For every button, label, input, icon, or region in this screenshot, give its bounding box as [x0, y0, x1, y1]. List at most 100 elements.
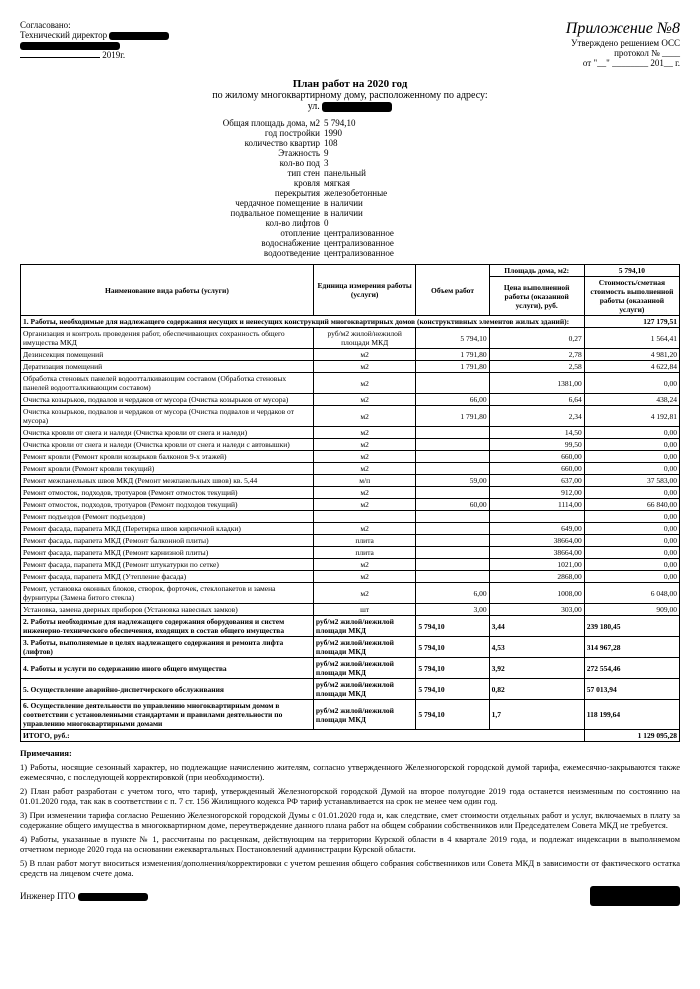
prop-val: централизованное [324, 248, 394, 258]
prop-val: железобетонные [324, 188, 387, 198]
cell: плита [313, 547, 416, 559]
area-val: 5 794,10 [584, 265, 679, 277]
cell: Очистка кровли от снега и наледи (Очистк… [21, 427, 314, 439]
prop-label: тип стен [20, 168, 324, 178]
cell: м/п [313, 475, 416, 487]
cell: 5 794,10 [416, 658, 489, 679]
cell: 1,7 [489, 700, 584, 730]
prop-val: 1990 [324, 128, 342, 138]
cell: 3,00 [416, 604, 489, 616]
cell: 0,00 [584, 511, 679, 523]
date-line: от "__" ________ 201__ г. [480, 58, 680, 68]
note: 4) Работы, указанные в пункте № 1, рассч… [20, 834, 680, 854]
cell: Ремонт фасада, парапета МКД (Перетирка ш… [21, 523, 314, 535]
cell: 6. Осуществление деятельности по управле… [21, 700, 314, 730]
cell: м2 [313, 406, 416, 427]
area-label: Площадь дома, м2: [489, 265, 584, 277]
cell: 1 791,80 [416, 349, 489, 361]
prop-label: Этажность [20, 148, 324, 158]
prop-val: в наличии [324, 208, 363, 218]
cell: Ремонт кровли (Ремонт кровли текущий) [21, 463, 314, 475]
cell: 2,78 [489, 349, 584, 361]
cell: 0,00 [584, 523, 679, 535]
cell: 0,00 [584, 463, 679, 475]
col-cost: Стоимость/сметная стоимость выполненной … [584, 277, 679, 316]
cell: 59,00 [416, 475, 489, 487]
building-properties: Общая площадь дома, м25 794,10год постро… [20, 118, 680, 258]
cell: 4 981,20 [584, 349, 679, 361]
prop-label: перекрытия [20, 188, 324, 198]
approval-right: Приложение №8 Утверждено решением ОСС пр… [480, 20, 680, 68]
cell: 0,00 [584, 373, 679, 394]
cell: Организация и контроль проведения работ,… [21, 328, 314, 349]
year: 2019г. [102, 50, 125, 60]
cell: Дезинсекция помещений [21, 349, 314, 361]
prop-label: чердачное помещение [20, 198, 324, 208]
cell: 3,44 [489, 616, 584, 637]
cell: 2. Работы необходимые для надлежащего со… [21, 616, 314, 637]
cell [489, 511, 584, 523]
street-prefix: ул. [308, 101, 320, 112]
doc-title: План работ на 2020 год [20, 78, 680, 90]
cell: 60,00 [416, 499, 489, 511]
cell: 1. Работы, необходимые для надлежащего с… [21, 316, 585, 328]
cell: 0,00 [584, 559, 679, 571]
cell: 14,50 [489, 427, 584, 439]
cell: Обработка стеновых панелей водоотталкива… [21, 373, 314, 394]
prop-label: водоснабжение [20, 238, 324, 248]
cell: шт [313, 604, 416, 616]
cell: 6 048,00 [584, 583, 679, 604]
protocol: протокол № ____ [480, 48, 680, 58]
cell: 2,58 [489, 361, 584, 373]
cell: 637,00 [489, 475, 584, 487]
col-price: Цена выполненной работы (оказанной услуг… [489, 277, 584, 316]
cell: 66,00 [416, 394, 489, 406]
cell: 0,00 [584, 427, 679, 439]
cell: 1 129 095,28 [584, 730, 679, 742]
cell [416, 547, 489, 559]
note: 3) При изменении тарифа согласно Решению… [20, 810, 680, 830]
cell: Ремонт подъездов (Ремонт подъездов) [21, 511, 314, 523]
note: 5) В план работ могут вноситься изменени… [20, 858, 680, 878]
cell: 118 199,64 [584, 700, 679, 730]
cell: ИТОГО, руб.: [21, 730, 585, 742]
prop-val: 9 [324, 148, 329, 158]
approved-by: Утверждено решением ОСС [480, 38, 680, 48]
cell: 1 564,41 [584, 328, 679, 349]
cell: м2 [313, 583, 416, 604]
cell: м2 [313, 373, 416, 394]
cell: Ремонт фасада, парапета МКД (Ремонт балк… [21, 535, 314, 547]
cell [416, 571, 489, 583]
cell: Ремонт фасада, парапета МКД (Утепление ф… [21, 571, 314, 583]
col-vol: Объем работ [416, 265, 489, 316]
cell: 1381,00 [489, 373, 584, 394]
cell: 5 794,10 [416, 616, 489, 637]
cell: 1 791,80 [416, 361, 489, 373]
cell: 66 840,00 [584, 499, 679, 511]
main-table: Наименование вида работы (услуги) Единиц… [20, 264, 680, 742]
cell: руб/м2 жилой/нежилой площади МКД [313, 658, 416, 679]
approval-left: Согласовано: Технический директор 2019г. [20, 20, 220, 68]
prop-label: водоотведение [20, 248, 324, 258]
cell [416, 559, 489, 571]
cell: 0,00 [584, 439, 679, 451]
cell: м2 [313, 463, 416, 475]
cell: 0,27 [489, 328, 584, 349]
cell [416, 427, 489, 439]
cell: 2868,00 [489, 571, 584, 583]
cell: 649,00 [489, 523, 584, 535]
cell: руб/м2 жилой/нежилой площади МКД [313, 616, 416, 637]
cell: 0,00 [584, 535, 679, 547]
doc-subtitle: по жилому многоквартирному дому, располо… [20, 90, 680, 101]
redacted-addr [322, 102, 392, 112]
cell: 909,00 [584, 604, 679, 616]
cell: м2 [313, 427, 416, 439]
cell: руб/м2 жилой/нежилой площади МКД [313, 700, 416, 730]
cell: руб/м2 жилой/нежилой площади МКД [313, 679, 416, 700]
cell: 1114,00 [489, 499, 584, 511]
cell: 6,64 [489, 394, 584, 406]
prop-val: 108 [324, 138, 338, 148]
footer: Инженер ПТО [20, 886, 680, 906]
cell [416, 439, 489, 451]
prop-label: отопление [20, 228, 324, 238]
